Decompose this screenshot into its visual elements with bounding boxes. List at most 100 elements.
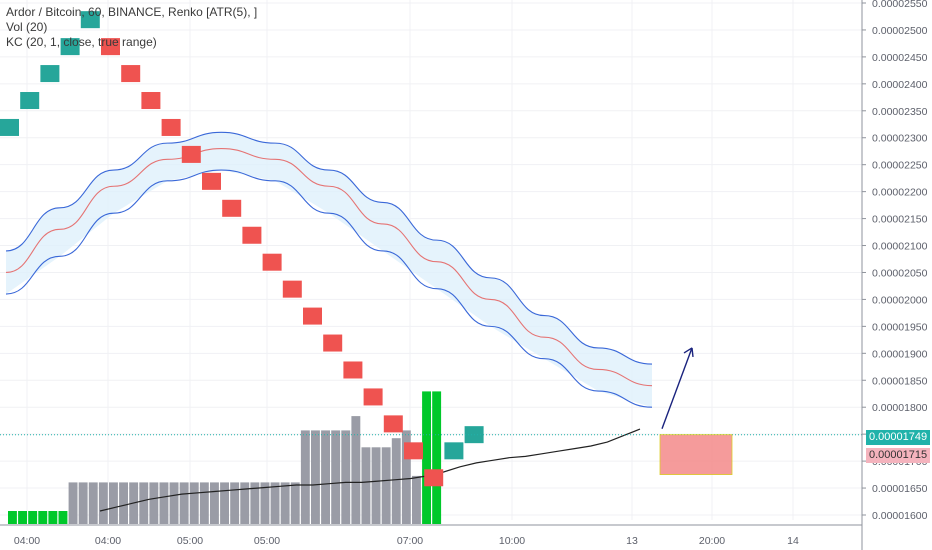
time-tick-label: 05:00 <box>177 535 203 547</box>
volume-bar <box>381 447 391 524</box>
target-zone-box <box>659 434 733 475</box>
volume-bar <box>98 482 108 524</box>
volume-bar <box>280 482 290 524</box>
time-tick-label: 04:00 <box>14 535 40 547</box>
volume-bar <box>119 482 128 524</box>
price-tick-label: 0.00002150 <box>872 214 928 226</box>
price-tick-label: 0.00002500 <box>872 25 928 37</box>
volume-bar <box>109 482 118 524</box>
volume-bar <box>371 447 381 524</box>
time-tick-label: 20:00 <box>699 535 725 547</box>
renko-brick-down <box>141 92 161 110</box>
volume-bar <box>58 511 68 524</box>
volume-bar <box>341 430 351 524</box>
price-tick-label: 0.00001850 <box>872 375 928 387</box>
volume-bar <box>179 482 189 524</box>
volume-bar <box>210 482 219 524</box>
keltner-fill <box>6 132 652 408</box>
volume-bar <box>401 430 411 524</box>
volume-bar <box>230 482 240 524</box>
renko-brick-down <box>343 361 363 379</box>
renko-brick-down <box>262 253 282 271</box>
volume-bar <box>48 511 58 524</box>
volume-bar <box>260 482 270 524</box>
volume-bar <box>351 416 361 524</box>
keltner-upper-line <box>5 131 653 365</box>
renko-brick-up <box>80 11 100 29</box>
renko-brick-down <box>383 415 403 433</box>
renko-brick-down <box>363 388 383 406</box>
price-tick-label: 0.00002450 <box>872 52 928 64</box>
volume-bar <box>270 482 280 524</box>
keltner-basis-line <box>5 147 653 387</box>
price-tick-label: 0.00001900 <box>872 348 928 360</box>
volume-bar <box>331 430 341 524</box>
time-tick-label: 05:00 <box>254 535 280 547</box>
volume-bar <box>88 482 98 524</box>
volume-bar <box>78 482 88 524</box>
renko-brick-down <box>323 334 343 352</box>
volume-bar <box>240 482 250 524</box>
price-tick-label: 0.00002250 <box>872 160 928 172</box>
volume-bar <box>220 482 229 524</box>
volume-bar <box>300 430 310 524</box>
renko-brick-down <box>101 38 120 56</box>
renko-brick-down <box>202 172 221 190</box>
time-tick-label: 07:00 <box>397 535 423 547</box>
volume-bar <box>189 482 199 524</box>
renko-brick-up <box>444 442 464 460</box>
volume-bar <box>169 482 179 524</box>
renko-brick-up <box>0 118 19 136</box>
legend-volume: Vol (20) <box>6 20 48 34</box>
renko-brick-up <box>40 65 60 83</box>
price-tick-label: 0.00001600 <box>872 510 928 522</box>
price-tick-label: 0.00002200 <box>872 187 928 199</box>
renko-brick-down <box>404 442 423 460</box>
price-tick-label: 0.00002100 <box>872 241 928 253</box>
volume-bar <box>432 391 442 524</box>
renko-brick-down <box>181 145 201 163</box>
time-tick-label: 10:00 <box>499 535 525 547</box>
renko-brick-down <box>121 65 141 83</box>
volume-bar <box>391 438 401 524</box>
volume-bar <box>361 447 371 524</box>
volume-bar <box>28 511 38 524</box>
volume-bar <box>68 482 78 524</box>
renko-brick-down <box>303 307 322 325</box>
volume-ma-line <box>99 428 641 512</box>
volume-bar <box>159 482 169 524</box>
price-tick-label: 0.00002300 <box>872 133 928 145</box>
renko-brick-down <box>161 118 181 136</box>
price-tick-label: 0.00002350 <box>872 106 928 118</box>
price-tick-label: 0.00002400 <box>872 79 928 91</box>
renko-brick-down <box>222 199 242 217</box>
price-tick-label: 0.00002050 <box>872 267 928 279</box>
volume-bar <box>250 482 260 524</box>
volume-bar <box>149 482 159 524</box>
volume-bar <box>321 430 330 524</box>
price-tick-label: 0.00002550 <box>872 0 928 10</box>
legend-keltner: KC (20, 1, close, true range) <box>6 35 157 49</box>
volume-bar <box>311 430 320 524</box>
keltner-lower-line <box>5 169 653 408</box>
legend-symbol-title: Ardor / Bitcoin, 60, BINANCE, Renko [ATR… <box>6 5 258 19</box>
volume-bar <box>412 475 421 524</box>
price-tick-label: 0.00001650 <box>872 483 928 495</box>
volume-bar <box>199 482 209 524</box>
renko-brick-down <box>282 280 302 298</box>
renko-brick-up <box>60 38 80 56</box>
time-tick-label: 13 <box>626 535 638 547</box>
price-tick-label: 0.00001800 <box>872 402 928 414</box>
volume-bar <box>38 511 48 524</box>
price-tick-label: 0.00002000 <box>872 294 928 306</box>
time-tick-label: 14 <box>787 535 799 547</box>
volume-bar <box>422 391 431 524</box>
target-arrow <box>661 347 693 430</box>
volume-bar <box>8 511 17 524</box>
renko-brick-down <box>424 469 444 487</box>
renko-brick-down <box>242 226 262 244</box>
volume-bar <box>290 482 300 524</box>
time-tick-label: 04:00 <box>95 535 121 547</box>
renko-brick-up <box>20 92 40 110</box>
